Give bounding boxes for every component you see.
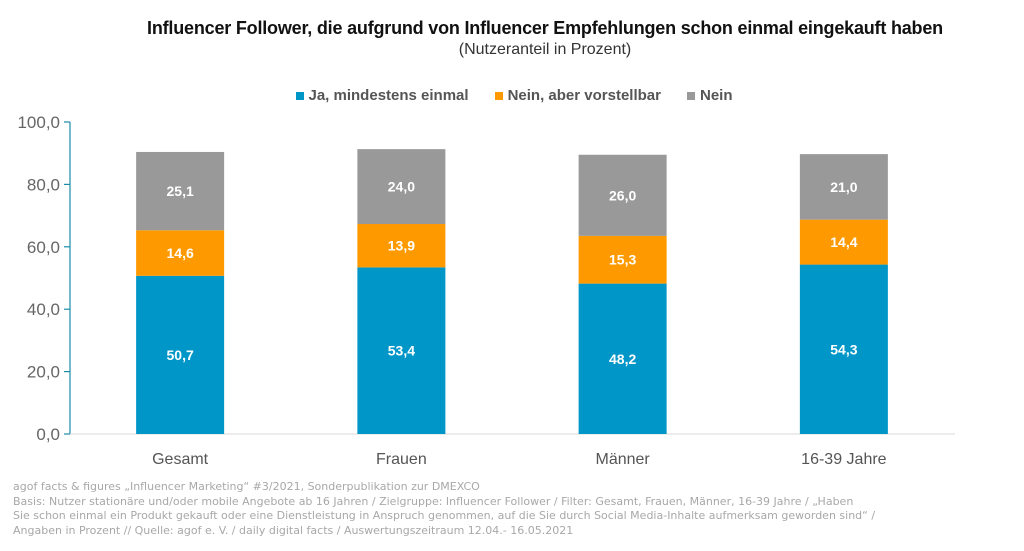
stacked-bar-chart: 0,0 20,0 40,0 60,0 80,0 100,0 50,7 14,6 25,1 Gesa… xyxy=(17,113,955,468)
bar-segment xyxy=(578,283,667,434)
legend-label-nein-vorstellbar: Nein, aber vorstellbar xyxy=(507,87,661,104)
data-label: 14,6 xyxy=(167,245,194,261)
legend-swatch-nein-vorstellbar xyxy=(494,91,503,100)
x-tick-label: Gesamt xyxy=(152,451,209,468)
legend-label-ja: Ja, mindestens einmal xyxy=(308,87,469,104)
bar-segment xyxy=(357,224,446,268)
footnote-line: Sie schon einmal ein Produkt gekauft ode… xyxy=(13,509,876,522)
data-label: 26,0 xyxy=(609,187,636,203)
bar-segment xyxy=(357,149,446,225)
data-label: 50,7 xyxy=(167,347,194,363)
data-label: 24,0 xyxy=(388,179,415,195)
chart-subtitle: (Nutzeranteil in Prozent) xyxy=(458,41,632,58)
bar-segment xyxy=(578,235,667,284)
bar-segment xyxy=(578,154,667,236)
footnote-line: agof facts & figures „Influencer Marketi… xyxy=(13,480,480,493)
data-label: 25,1 xyxy=(167,183,194,199)
y-tick-label: 100,0 xyxy=(17,113,60,132)
bar-segment xyxy=(357,267,446,434)
y-tick-label: 60,0 xyxy=(27,238,60,257)
y-tick-label: 0,0 xyxy=(36,425,60,444)
data-label: 13,9 xyxy=(388,238,415,254)
data-label: 48,2 xyxy=(609,351,636,367)
legend-swatch-ja xyxy=(295,91,304,100)
legend-label-nein: Nein xyxy=(699,87,733,104)
chart-title: Influencer Follower, die aufgrund von In… xyxy=(147,18,943,38)
bar-segment xyxy=(799,264,888,434)
bar-segment xyxy=(799,154,888,220)
y-tick-label: 80,0 xyxy=(27,175,60,194)
data-label: 15,3 xyxy=(609,252,636,268)
bar-segment xyxy=(136,275,225,434)
footnote-line: Basis: Nutzer stationäre und/oder mobile… xyxy=(13,494,854,508)
x-tick-label: Männer xyxy=(596,451,651,468)
footnote-line: Angaben in Prozent // Quelle: agof e. V.… xyxy=(13,523,574,537)
y-tick-label: 40,0 xyxy=(27,300,60,319)
chart-legend: Ja, mindestens einmal Nein, aber vorstel… xyxy=(0,87,1024,104)
legend-item-ja: Ja, mindestens einmal xyxy=(295,87,469,104)
legend-item-nein-vorstellbar: Nein, aber vorstellbar xyxy=(494,87,661,104)
bar-segment xyxy=(136,230,225,276)
legend-item-nein: Nein xyxy=(686,87,733,104)
data-label: 54,3 xyxy=(830,341,857,357)
source-footnote: agof facts & figures „Influencer Marketi… xyxy=(13,480,1013,538)
bar-segment xyxy=(799,219,888,265)
data-label: 14,4 xyxy=(830,234,857,250)
y-tick-label: 20,0 xyxy=(27,363,60,382)
x-tick-label: Frauen xyxy=(376,451,427,468)
legend-swatch-nein xyxy=(686,91,695,100)
data-label: 21,0 xyxy=(830,179,857,195)
bar-segment xyxy=(136,151,225,231)
data-label: 53,4 xyxy=(388,343,415,359)
x-tick-label: 16-39 Jahre xyxy=(801,451,886,468)
